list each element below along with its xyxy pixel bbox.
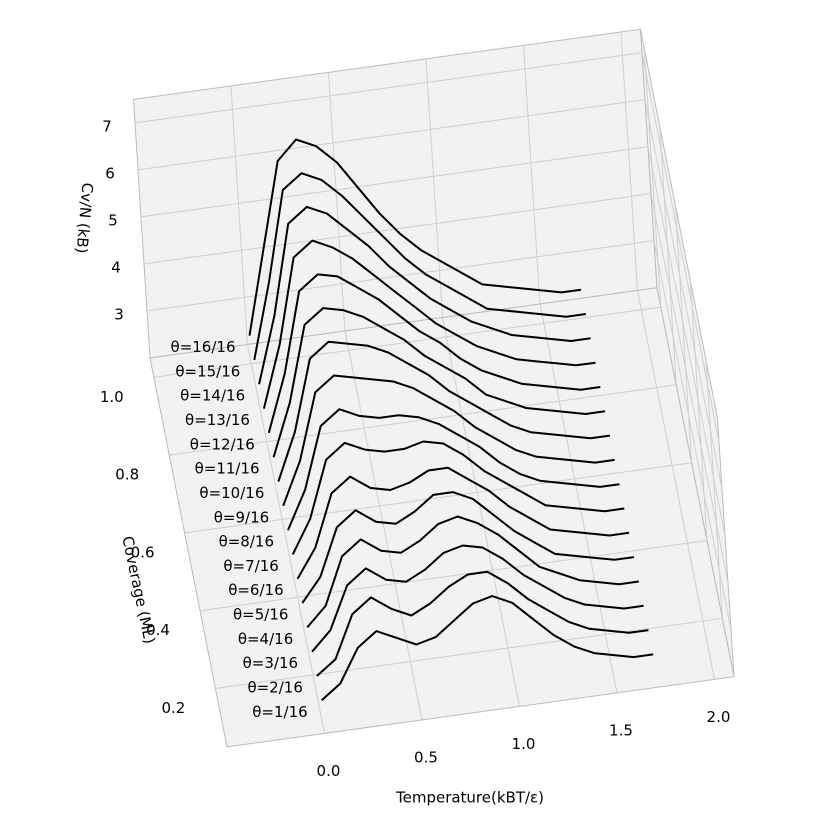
series-line xyxy=(248,138,582,336)
x-tick-label: 1.0 xyxy=(512,735,536,753)
grid-line xyxy=(215,617,723,690)
panes xyxy=(132,28,735,748)
series-label: θ=15/16 xyxy=(175,362,240,380)
series-label: θ=3/16 xyxy=(243,654,298,672)
series-line xyxy=(272,307,606,458)
y-tick-label: 0.4 xyxy=(146,621,170,639)
grid-line xyxy=(674,204,693,463)
x-tick-label: 1.5 xyxy=(609,721,633,739)
grid-line xyxy=(690,281,708,541)
series-label: θ=5/16 xyxy=(233,606,288,624)
series-line xyxy=(291,440,625,555)
series-label: θ=8/16 xyxy=(219,533,274,551)
grid-line xyxy=(199,540,708,612)
series-line xyxy=(306,515,639,629)
grid-line xyxy=(522,45,541,304)
z-tick-label: 3 xyxy=(114,305,124,323)
series-line xyxy=(296,466,630,580)
z-axis-title: Cv/N (kB) xyxy=(72,182,96,254)
y-tick-label: 1.0 xyxy=(100,388,124,406)
series-line xyxy=(321,595,654,702)
series-label: θ=12/16 xyxy=(190,435,255,453)
z-tick-label: 7 xyxy=(102,117,112,135)
series-line xyxy=(282,374,615,507)
x-tick-label: 2.0 xyxy=(707,708,731,726)
series-line xyxy=(277,340,611,482)
series-label: θ=4/16 xyxy=(238,630,293,648)
series-label: θ=2/16 xyxy=(247,678,302,696)
series-line xyxy=(316,570,649,677)
grid-line xyxy=(659,126,677,385)
grid-line xyxy=(246,344,325,734)
grid-line xyxy=(636,290,715,680)
grid-line xyxy=(169,384,677,456)
grid-line xyxy=(705,359,723,619)
grid-line xyxy=(137,99,646,171)
x-axis-title: Temperature(kBT/ε) xyxy=(395,789,544,807)
grid-line xyxy=(650,193,729,583)
grid-line xyxy=(643,48,662,308)
series-line xyxy=(311,544,644,653)
grid-line xyxy=(644,99,723,489)
series-label: θ=6/16 xyxy=(228,581,283,599)
grid-line xyxy=(140,146,649,218)
series-line xyxy=(301,491,635,604)
series-label: θ=9/16 xyxy=(214,508,269,526)
series-label: θ=13/16 xyxy=(185,411,250,429)
grid-line xyxy=(184,462,692,534)
series-label: θ=11/16 xyxy=(195,460,260,478)
series-line xyxy=(258,205,591,385)
x-tick-label: 0.5 xyxy=(414,748,438,766)
grid-line xyxy=(143,193,652,265)
series-label: θ=14/16 xyxy=(180,387,245,405)
series-label: θ=16/16 xyxy=(171,338,236,356)
grid-line xyxy=(441,317,520,707)
grid-line xyxy=(344,330,423,720)
z-tick-label: 5 xyxy=(108,211,118,229)
grid-line xyxy=(641,52,720,442)
z-tick-label: 6 xyxy=(105,164,115,182)
grid-line xyxy=(134,52,643,124)
y-tick-label: 0.8 xyxy=(115,466,139,484)
series-line xyxy=(267,273,601,434)
series-line xyxy=(253,172,586,361)
grid-line xyxy=(647,146,726,536)
grid-line xyxy=(425,58,443,318)
series-label: θ=10/16 xyxy=(199,484,264,502)
y-tick-label: 0.6 xyxy=(131,543,155,561)
grid-line xyxy=(230,85,248,345)
x-tick-label: 0.0 xyxy=(317,762,341,780)
series-line xyxy=(287,408,620,531)
series-label: θ=7/16 xyxy=(223,557,278,575)
grid-line xyxy=(620,31,638,291)
series-line xyxy=(262,239,596,409)
grid-line xyxy=(539,303,618,693)
grid-line xyxy=(327,72,346,331)
z-tick-label: 4 xyxy=(111,258,121,276)
y-tick-label: 0.2 xyxy=(161,699,185,717)
series-label: θ=1/16 xyxy=(252,703,307,721)
grid-line xyxy=(653,240,732,630)
